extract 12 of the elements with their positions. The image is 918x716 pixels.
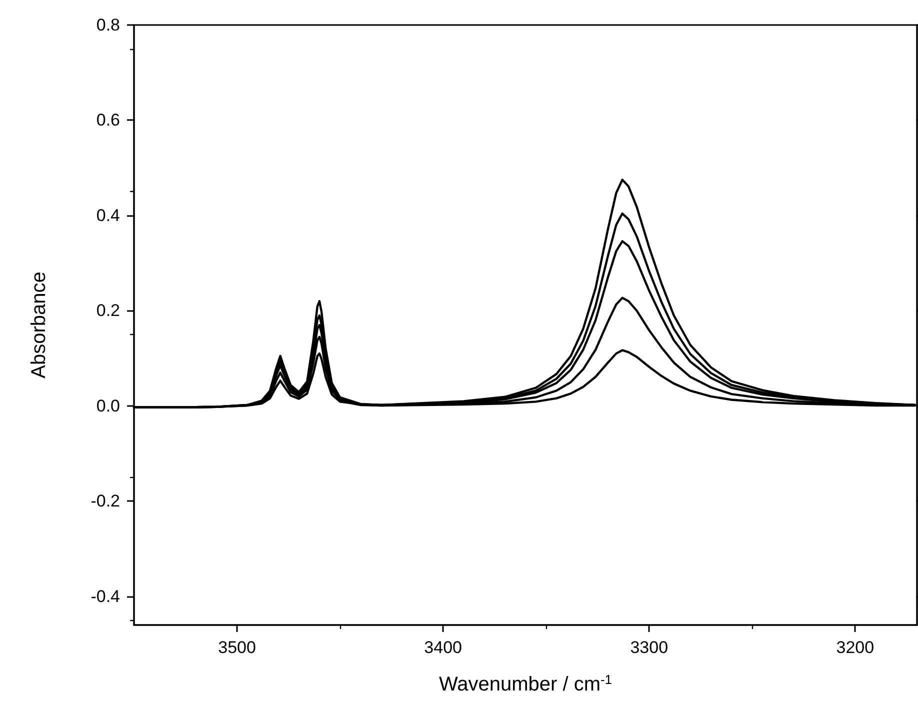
y-tick-label: 0.0 [96, 396, 120, 416]
x-tick-label: 3300 [630, 638, 668, 657]
y-tick-label: 0.8 [96, 16, 120, 34]
y-tick-label: 0.6 [96, 110, 120, 130]
y-tick-label: 0.2 [96, 301, 120, 320]
x-tick-label: 3200 [836, 638, 874, 657]
x-tick-label: 3500 [218, 638, 256, 657]
y-tick-label: -0.4 [90, 586, 120, 606]
y-tick-label: 0.4 [96, 206, 120, 225]
y-tick-label: -0.2 [90, 492, 120, 511]
x-tick-label: 3400 [424, 638, 462, 657]
y-axis-title: Absorbance [28, 272, 50, 378]
